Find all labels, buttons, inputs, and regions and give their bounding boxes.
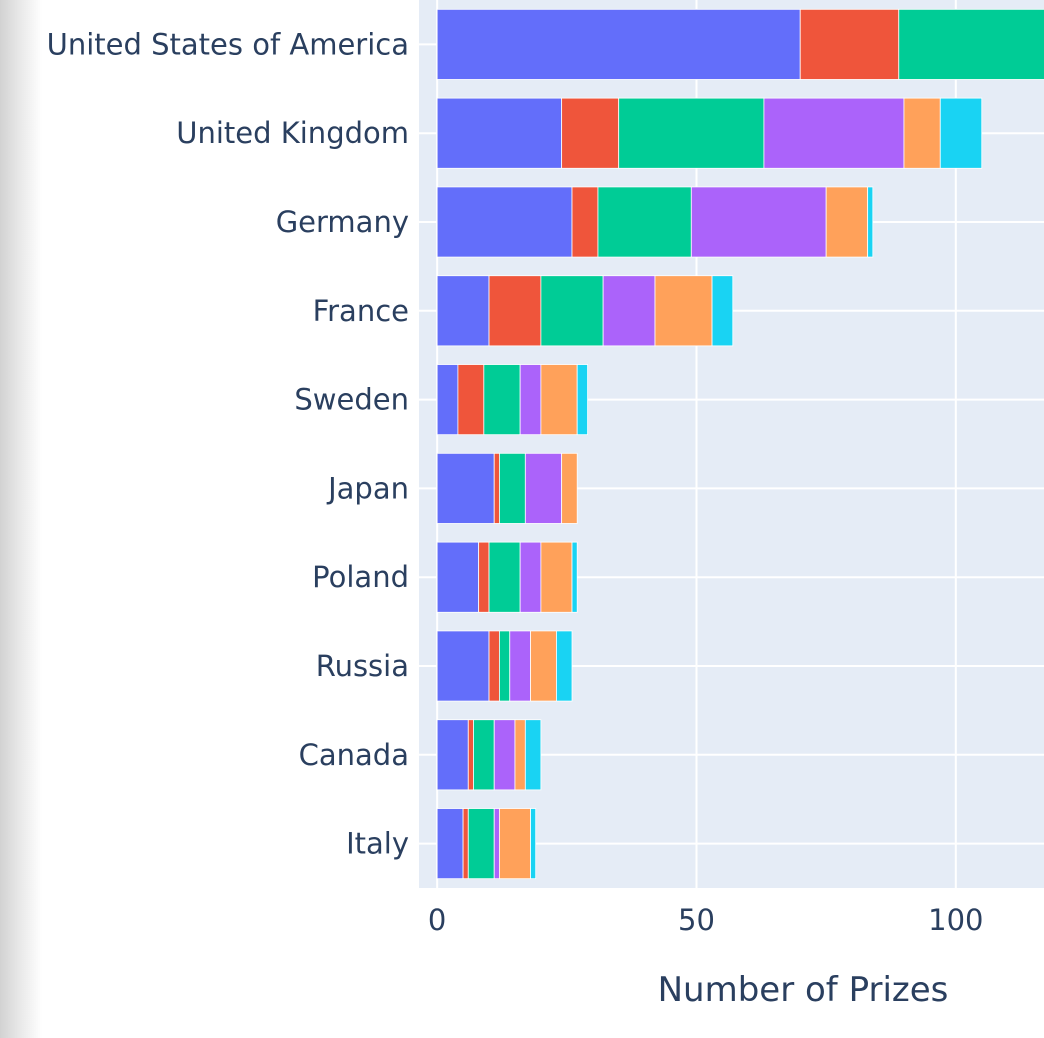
category-label: Russia	[316, 649, 409, 683]
bar-segment	[478, 541, 490, 613]
bar-segment	[436, 719, 469, 791]
bar-segment	[690, 186, 827, 258]
bar-segment	[561, 452, 578, 524]
bar-segment	[498, 630, 511, 702]
bar-segment	[561, 97, 620, 169]
bar-segment	[498, 808, 531, 880]
bars	[436, 8, 1044, 880]
bar-segment	[436, 541, 480, 613]
bar-segment	[436, 630, 490, 702]
bar-segment	[576, 364, 588, 436]
category-label: Italy	[346, 827, 409, 861]
bar-segment	[867, 186, 874, 258]
bar-segment	[488, 630, 500, 702]
category-label: Japan	[326, 471, 409, 505]
bar-segment	[436, 186, 573, 258]
bar-segment	[498, 452, 526, 524]
bar-segment	[473, 719, 495, 791]
bar-segment	[457, 364, 485, 436]
left-edge-shadow	[0, 0, 42, 1038]
bar-segment	[556, 630, 573, 702]
category-label: Sweden	[294, 383, 409, 417]
bar-segment	[436, 364, 459, 436]
bar-segment	[571, 541, 578, 613]
bar-segment	[602, 275, 656, 347]
bar-segment	[436, 275, 490, 347]
bar-segment	[462, 808, 469, 880]
bar-segment	[436, 808, 464, 880]
bar-segment	[509, 630, 531, 702]
bar-segment	[436, 8, 801, 80]
category-label: Germany	[276, 205, 409, 239]
bar-segment	[488, 541, 521, 613]
category-label: France	[313, 294, 409, 328]
bar-segment	[540, 275, 604, 347]
bar-segment	[571, 186, 599, 258]
bar-segment	[530, 630, 557, 702]
bar-segment	[618, 97, 765, 169]
bar-segment	[436, 452, 495, 524]
category-label: United States of America	[47, 27, 409, 61]
bar-segment	[763, 97, 905, 169]
bar-segment	[903, 97, 941, 169]
bar-segment	[493, 452, 500, 524]
bar-segment	[483, 364, 521, 436]
bar-segment	[540, 364, 578, 436]
x-axis-title: Number of Prizes	[658, 970, 949, 1010]
bar-segment	[530, 808, 537, 880]
bar-segment	[519, 541, 542, 613]
bar-segment	[597, 186, 692, 258]
category-label: United Kingdom	[176, 116, 409, 150]
bar-segment	[467, 719, 474, 791]
bar-segment	[436, 97, 563, 169]
bar-segment	[540, 541, 573, 613]
bar-segment	[654, 275, 713, 347]
category-label: Poland	[312, 560, 409, 594]
bar-segment	[467, 808, 495, 880]
bar-segment	[825, 186, 869, 258]
x-tick-label: 100	[928, 903, 983, 937]
bar-segment	[493, 808, 500, 880]
bar-segment	[524, 719, 542, 791]
x-tick-label: 50	[678, 903, 715, 937]
bar-segment	[524, 452, 563, 524]
category-label: Canada	[299, 738, 409, 772]
category-labels: United States of America United Kingdom Ge…	[47, 27, 409, 860]
bar-segment	[519, 364, 542, 436]
bar-segment	[514, 719, 526, 791]
bar-segment	[488, 275, 542, 347]
x-tick-labels: 0 50 100	[428, 903, 984, 937]
bar-segment	[711, 275, 734, 347]
bar-segment	[799, 8, 900, 80]
x-tick-label: 0	[428, 903, 446, 937]
bar-segment	[493, 719, 516, 791]
bar-segment	[898, 8, 1044, 80]
bar-segment	[939, 97, 983, 169]
